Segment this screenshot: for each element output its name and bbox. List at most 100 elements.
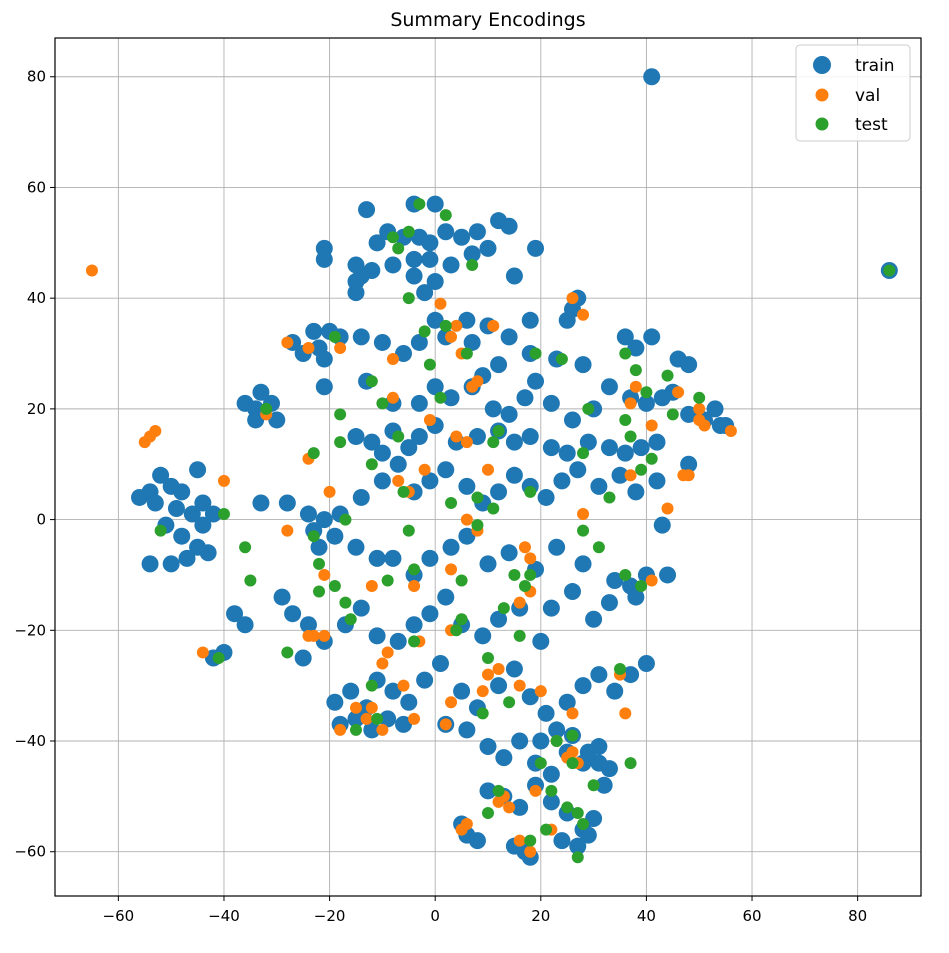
- x-tick-label: −40: [208, 907, 240, 925]
- train-point: [500, 405, 518, 423]
- test-point: [217, 508, 230, 521]
- test-point: [349, 723, 362, 736]
- train-point: [173, 527, 191, 545]
- val-point: [302, 629, 315, 642]
- val-point: [645, 419, 658, 432]
- val-point: [376, 723, 389, 736]
- train-point: [315, 378, 333, 396]
- test-point: [445, 496, 458, 509]
- train-point: [352, 267, 370, 285]
- train-point: [347, 428, 365, 446]
- val-point: [645, 574, 658, 587]
- legend-label-val: val: [855, 86, 880, 106]
- train-point: [426, 378, 444, 396]
- val-point: [365, 580, 378, 593]
- axis-ticks: −60 −40 −20 0 20 40 60 80 −60 −40 −20 0 20 40 60 80: [14, 68, 867, 925]
- x-tick-label: 20: [531, 907, 550, 925]
- train-point: [305, 322, 323, 340]
- test-point: [328, 580, 341, 593]
- test-point: [402, 524, 415, 537]
- test-point: [492, 425, 505, 438]
- test-point: [571, 851, 584, 864]
- train-point: [178, 549, 196, 567]
- train-point: [511, 798, 529, 816]
- y-tick-label: 40: [27, 289, 46, 307]
- scatter-points: [85, 68, 898, 866]
- train-point: [431, 655, 449, 673]
- train-point: [600, 594, 618, 612]
- val-point: [460, 818, 473, 831]
- train-point: [632, 439, 650, 457]
- train-point: [548, 721, 566, 739]
- train-point: [574, 356, 592, 374]
- val-point: [281, 524, 294, 537]
- train-point: [622, 666, 640, 684]
- train-point: [294, 649, 312, 667]
- train-point: [542, 793, 560, 811]
- val-point: [566, 746, 579, 759]
- val-point: [439, 718, 452, 731]
- test-point: [402, 225, 415, 238]
- val-point: [302, 341, 315, 354]
- train-point: [358, 201, 376, 219]
- y-tick-label: −40: [14, 732, 46, 750]
- test-point: [524, 834, 537, 847]
- train-point: [373, 444, 391, 462]
- train-point: [463, 333, 481, 351]
- test-point: [307, 447, 320, 460]
- val-point: [434, 297, 447, 310]
- test-point: [619, 413, 632, 426]
- test-point: [624, 757, 637, 770]
- test-point: [392, 242, 405, 255]
- train-point: [442, 389, 460, 407]
- series-train: [130, 68, 898, 866]
- test-point: [439, 209, 452, 222]
- test-point: [408, 635, 421, 648]
- val-point: [365, 701, 378, 714]
- y-tick-label: 20: [27, 400, 46, 418]
- train-point: [553, 472, 571, 490]
- train-point: [627, 339, 645, 357]
- train-point: [637, 394, 655, 412]
- train-point: [352, 328, 370, 346]
- train-point: [511, 732, 529, 750]
- test-point: [529, 347, 542, 360]
- train-point: [505, 660, 523, 678]
- test-point: [402, 292, 415, 305]
- test-point: [460, 347, 473, 360]
- test-point: [376, 397, 389, 410]
- train-point: [680, 356, 698, 374]
- val-point: [624, 469, 637, 482]
- train-point: [347, 284, 365, 302]
- test-point: [344, 613, 357, 626]
- train-point: [537, 488, 555, 506]
- val-point: [577, 508, 590, 521]
- test-point: [524, 485, 537, 498]
- train-point: [252, 383, 270, 401]
- train-point: [490, 356, 508, 374]
- train-point: [527, 372, 545, 390]
- test-point: [365, 458, 378, 471]
- val-point: [450, 430, 463, 443]
- train-point: [236, 616, 254, 634]
- test-point: [645, 452, 658, 465]
- train-point: [410, 428, 428, 446]
- y-tick-label: 0: [36, 511, 46, 529]
- train-point: [183, 505, 201, 523]
- train-point: [458, 527, 476, 545]
- test-point: [339, 596, 352, 609]
- val-point: [318, 629, 331, 642]
- test-point: [339, 513, 352, 526]
- train-point: [479, 738, 497, 756]
- train-point: [490, 483, 508, 501]
- legend-marker-train: [813, 56, 831, 74]
- train-point: [500, 328, 518, 346]
- val-point: [534, 685, 547, 698]
- train-point: [426, 273, 444, 291]
- train-point: [326, 693, 344, 711]
- train-point: [643, 328, 661, 346]
- train-point: [310, 538, 328, 556]
- test-point: [503, 696, 516, 709]
- train-point: [458, 477, 476, 495]
